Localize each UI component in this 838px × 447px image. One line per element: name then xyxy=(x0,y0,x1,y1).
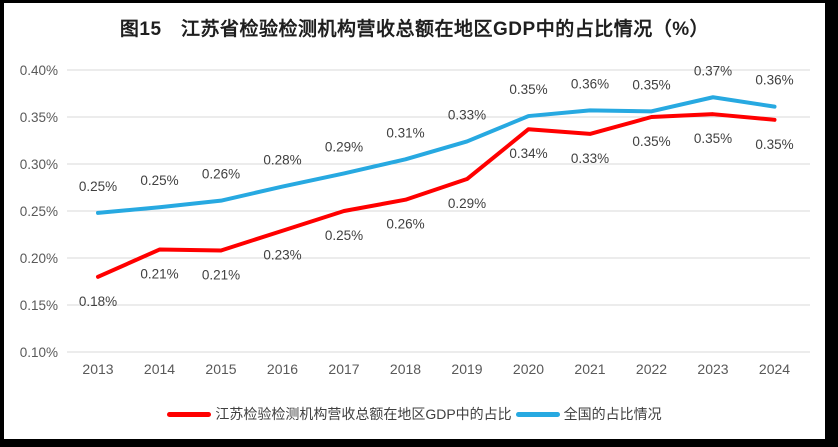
data-label: 0.25% xyxy=(325,228,363,243)
data-label: 0.31% xyxy=(386,125,424,140)
x-axis-tick-label: 2015 xyxy=(205,361,236,377)
data-label: 0.26% xyxy=(386,217,424,232)
data-label: 0.18% xyxy=(79,294,117,309)
chart-surface: 图15 江苏省检验检测机构营收总额在地区GDP中的占比情况（%） 江苏检验检测机… xyxy=(4,3,825,439)
y-axis-tick-label: 0.10% xyxy=(20,345,58,360)
legend-line-national-icon xyxy=(515,411,560,417)
x-axis-tick-label: 2016 xyxy=(267,361,298,377)
data-label: 0.36% xyxy=(755,73,793,88)
data-label: 0.35% xyxy=(509,82,547,97)
data-label: 0.35% xyxy=(694,131,732,146)
y-axis-tick-label: 0.20% xyxy=(20,251,58,266)
series-line xyxy=(96,95,777,215)
legend-item-jiangsu: 江苏检验检测机构营收总额在地区GDP中的占比 xyxy=(167,404,512,424)
y-axis-tick-label: 0.15% xyxy=(20,298,58,313)
y-axis-tick-label: 0.25% xyxy=(20,204,58,219)
x-axis-tick-label: 2019 xyxy=(451,361,482,377)
chart-title: 图15 江苏省检验检测机构营收总额在地区GDP中的占比情况（%） xyxy=(119,19,710,40)
x-axis-tick-label: 2024 xyxy=(759,361,790,377)
data-label: 0.28% xyxy=(263,153,301,168)
data-label: 0.21% xyxy=(202,267,240,282)
x-axis-tick-label: 2018 xyxy=(390,361,421,377)
data-label: 0.26% xyxy=(202,167,240,182)
data-label: 0.34% xyxy=(509,146,547,161)
x-axis-tick-label: 2014 xyxy=(144,361,175,377)
legend-line-jiangsu-icon xyxy=(167,411,212,417)
data-label: 0.35% xyxy=(632,77,670,92)
data-label: 0.33% xyxy=(448,107,486,122)
x-axis-tick-label: 2022 xyxy=(636,361,667,377)
chart-legend: 江苏检验检测机构营收总额在地区GDP中的占比 全国的占比情况 xyxy=(4,404,825,424)
data-label: 0.33% xyxy=(571,151,609,166)
data-label: 0.29% xyxy=(448,196,486,211)
data-label: 0.35% xyxy=(755,137,793,152)
x-axis-tick-label: 2013 xyxy=(82,361,113,377)
legend-label-jiangsu: 江苏检验检测机构营收总额在地区GDP中的占比 xyxy=(215,406,512,422)
data-label: 0.25% xyxy=(140,173,178,188)
x-axis-tick-label: 2023 xyxy=(697,361,728,377)
data-label: 0.37% xyxy=(694,63,732,78)
data-label: 0.21% xyxy=(140,267,178,282)
data-label: 0.36% xyxy=(571,76,609,91)
x-axis-tick-label: 2021 xyxy=(574,361,605,377)
y-axis-tick-label: 0.35% xyxy=(20,110,58,125)
x-axis-tick-label: 2017 xyxy=(328,361,359,377)
data-label: 0.23% xyxy=(263,248,301,263)
legend-item-national: 全国的占比情况 xyxy=(515,404,662,424)
legend-label-national: 全国的占比情况 xyxy=(563,406,662,422)
y-axis-tick-label: 0.30% xyxy=(20,157,58,172)
data-label: 0.25% xyxy=(79,179,117,194)
data-label: 0.29% xyxy=(325,139,363,154)
data-label: 0.35% xyxy=(632,134,670,149)
series-line xyxy=(96,112,777,279)
x-axis-tick-label: 2020 xyxy=(513,361,544,377)
y-axis-tick-label: 0.40% xyxy=(20,63,58,78)
